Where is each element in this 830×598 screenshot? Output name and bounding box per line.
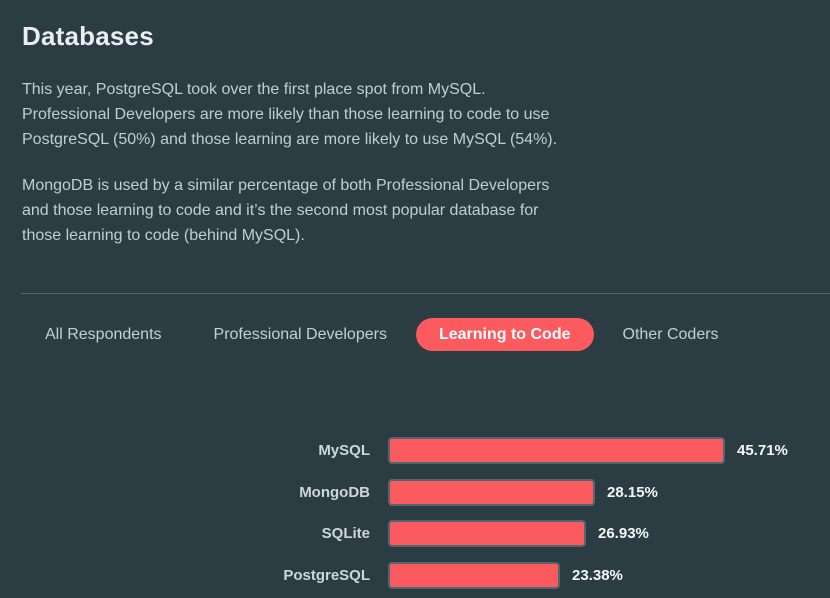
bar-label: MySQL bbox=[318, 442, 370, 460]
bar-value: 28.15% bbox=[607, 483, 658, 501]
bar bbox=[388, 478, 595, 506]
tab-all-respondents[interactable]: All Respondents bbox=[45, 326, 162, 343]
section-divider bbox=[21, 293, 830, 294]
bar-value: 45.71% bbox=[737, 442, 788, 460]
page-title: Databases bbox=[22, 21, 154, 51]
tab-bar: All Respondents Professional Developers … bbox=[22, 318, 830, 351]
bar bbox=[388, 520, 586, 548]
tab-other-coders[interactable]: Other Coders bbox=[622, 326, 719, 343]
databases-section: Databases This year, PostgreSQL took ove… bbox=[0, 20, 830, 598]
tab-professional-developers[interactable]: Professional Developers bbox=[213, 326, 387, 343]
bar-label: SQLite bbox=[321, 525, 370, 543]
bar-label: MongoDB bbox=[299, 483, 370, 501]
bar-chart: MySQL 45.71% MongoDB 28.15% SQLite 26.93… bbox=[0, 430, 830, 598]
bar-row: SQLite 26.93% bbox=[0, 513, 830, 555]
bar-value: 26.93% bbox=[598, 525, 649, 543]
tab-learning-to-code[interactable]: Learning to Code bbox=[415, 318, 594, 351]
bar-row: MongoDB 28.15% bbox=[0, 472, 830, 514]
intro-paragraph-2: MongoDB is used by a similar percentage … bbox=[22, 177, 550, 244]
bar bbox=[388, 561, 560, 589]
bar-row: MySQL 45.71% bbox=[0, 430, 830, 472]
bar-row: PostgreSQL 23.38% bbox=[0, 555, 830, 597]
intro-paragraph-1: This year, PostgreSQL took over the firs… bbox=[22, 81, 558, 148]
bar-label: PostgreSQL bbox=[283, 566, 370, 584]
bar bbox=[388, 437, 725, 465]
bar-value: 23.38% bbox=[572, 566, 623, 584]
